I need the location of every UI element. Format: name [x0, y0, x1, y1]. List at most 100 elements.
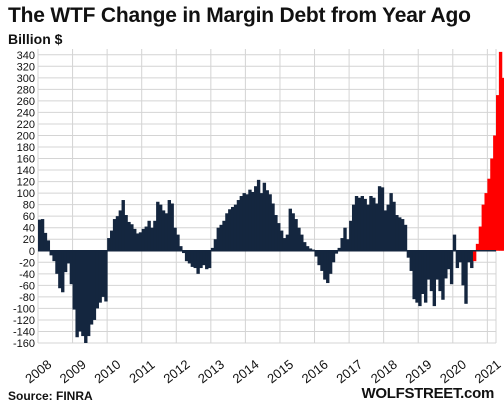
bar-mark: [314, 250, 318, 257]
bar-mark: [277, 223, 281, 251]
bar-mark: [127, 221, 131, 251]
y-tick-label: -20: [19, 257, 35, 269]
bar-mark: [389, 193, 393, 251]
bar-mark: [360, 196, 364, 251]
bar-mark: [98, 250, 102, 303]
bar-mark: [481, 204, 485, 251]
bar-mark: [158, 204, 163, 251]
bar-mark: [112, 219, 117, 251]
bar-mark: [156, 201, 160, 251]
bar-mark: [210, 247, 215, 251]
bar-mark: [398, 217, 402, 251]
bars: [38, 51, 504, 343]
bar-mark: [72, 250, 76, 310]
y-tick-label: 180: [17, 142, 35, 154]
bar-mark: [435, 250, 439, 280]
bar-mark: [357, 197, 362, 251]
x-tick-label: 2012: [160, 357, 192, 387]
bar-mark: [403, 224, 408, 251]
bar-mark: [150, 227, 154, 251]
bar-mark: [184, 250, 189, 262]
bar-mark: [444, 250, 448, 279]
bar-mark: [233, 204, 238, 251]
y-tick-labels: -160-140-120-100-80-60-40-20020406080100…: [13, 50, 35, 350]
x-tick-label: 2016: [299, 357, 331, 387]
bar-mark: [254, 186, 258, 251]
bar-mark: [340, 238, 344, 251]
y-tick-label: -40: [19, 269, 35, 281]
bar-mark: [303, 242, 307, 251]
bar-mark: [406, 250, 411, 258]
bar-mark: [239, 196, 244, 251]
x-tick-label: 2009: [57, 357, 89, 387]
bar-mark: [328, 250, 333, 274]
bar-mark: [141, 228, 146, 251]
bar-mark: [441, 250, 445, 300]
bar-mark: [343, 227, 347, 251]
bar-mark: [297, 227, 301, 251]
bar-mark: [55, 250, 59, 274]
bar-mark: [426, 250, 431, 280]
bar-mark: [248, 189, 252, 251]
x-tick-label: 2008: [22, 357, 54, 387]
bar-mark: [193, 250, 197, 269]
bar-mark: [46, 240, 51, 251]
bar-mark: [49, 250, 53, 256]
bar-mark: [110, 230, 114, 251]
bar-mark: [86, 250, 91, 337]
bar-mark: [467, 250, 471, 263]
y-tick-label: 240: [17, 107, 35, 119]
bar-mark: [61, 250, 65, 293]
bar-mark: [496, 95, 500, 251]
bar-mark: [52, 250, 56, 262]
bar-mark: [107, 238, 111, 251]
bar-mark: [268, 194, 272, 251]
bar-mark: [449, 250, 454, 285]
bar-mark: [472, 250, 477, 262]
bar-mark: [69, 250, 74, 285]
bar-mark: [144, 226, 148, 251]
bar-mark: [236, 200, 241, 251]
y-tick-label: 280: [17, 84, 35, 96]
bar-mark: [63, 250, 68, 273]
bar-mark: [164, 213, 169, 251]
bar-mark: [294, 219, 298, 251]
bar-mark: [130, 224, 134, 251]
y-tick-label: 300: [17, 73, 35, 85]
bar-mark: [124, 215, 128, 251]
x-tick-label: 2014: [230, 357, 262, 387]
bar-mark: [400, 219, 405, 251]
bar-mark: [43, 232, 48, 251]
bar-mark: [455, 250, 460, 269]
bar-mark: [115, 216, 120, 251]
bar-mark: [262, 182, 267, 251]
bar-mark: [207, 250, 212, 269]
x-tick-label: 2021: [472, 357, 504, 387]
bar-mark: [190, 250, 195, 267]
bar-mark: [447, 250, 451, 270]
bar-mark: [147, 220, 151, 251]
bar-mark: [265, 190, 269, 251]
bar-mark: [170, 203, 174, 251]
bar-mark: [418, 250, 422, 307]
bar-mark: [256, 179, 261, 251]
bar-mark: [300, 234, 304, 251]
y-tick-label: -160: [13, 338, 35, 350]
bar-mark: [346, 239, 350, 251]
bar-mark: [133, 228, 137, 251]
x-tick-label: 2020: [437, 357, 469, 387]
bar-mark: [331, 250, 336, 263]
bar-mark: [380, 187, 385, 251]
y-axis-unit-label: Billion $: [8, 31, 63, 47]
bar-mark: [66, 250, 71, 264]
bar-mark: [219, 224, 223, 251]
y-tick-label: -120: [13, 315, 35, 327]
x-tick-label: 2010: [91, 357, 123, 387]
bar-mark: [135, 233, 140, 251]
bar-mark: [38, 219, 42, 251]
y-tick-label: 60: [23, 211, 35, 223]
site-credit: WOLFSTREET.com: [361, 385, 495, 402]
bar-mark: [412, 250, 416, 300]
bar-mark: [305, 246, 310, 251]
